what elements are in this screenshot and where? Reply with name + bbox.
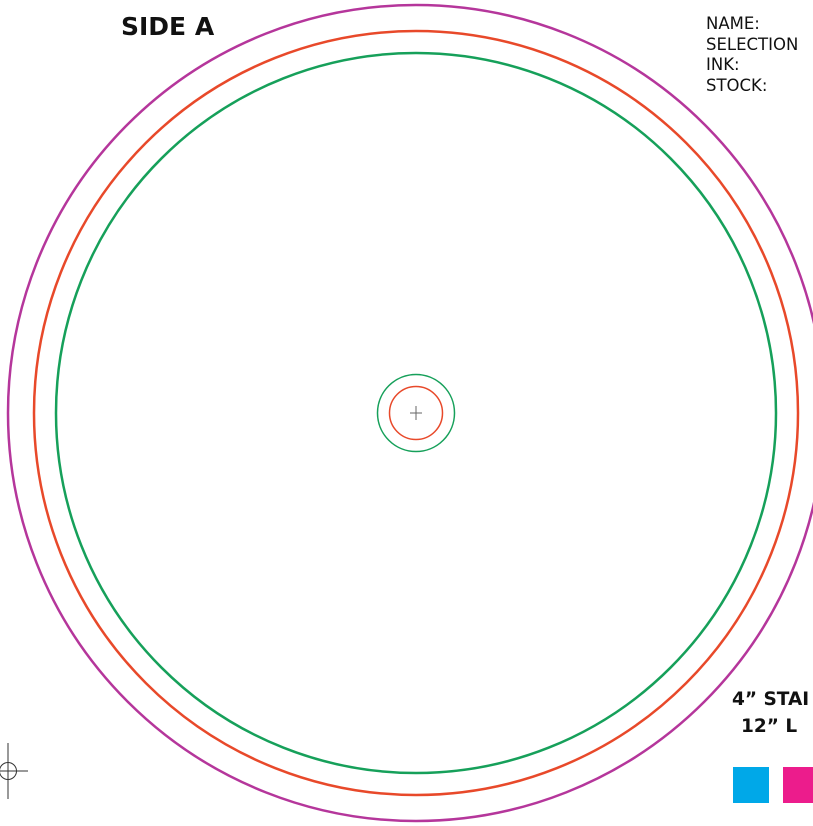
- ink-field-label: INK:: [706, 55, 740, 74]
- side-label: SIDE A: [121, 12, 215, 41]
- spec-line-2: 12” L: [741, 716, 798, 737]
- magenta-swatch: [783, 767, 813, 803]
- outer-trim-circle: [6, 3, 813, 823]
- center-hole-outer-circle: [376, 373, 456, 453]
- middle-bleed-circle: [32, 29, 800, 797]
- inner-safe-circle: [54, 51, 778, 775]
- name-field-label: NAME:: [706, 14, 760, 33]
- registration-mark-icon: [0, 743, 28, 799]
- center-hole-inner-circle: [388, 385, 444, 441]
- center-crosshair-icon: [410, 406, 422, 420]
- label-spec-text: 4” STAI 12” L: [732, 686, 813, 740]
- cyan-swatch: [733, 767, 769, 803]
- selection-field-label: SELECTION: [706, 34, 799, 54]
- info-fields: NAME: SELECTION INK: STOCK:: [706, 14, 813, 96]
- spec-line-1: 4” STAI: [732, 689, 810, 710]
- stock-field-label: STOCK:: [706, 75, 768, 95]
